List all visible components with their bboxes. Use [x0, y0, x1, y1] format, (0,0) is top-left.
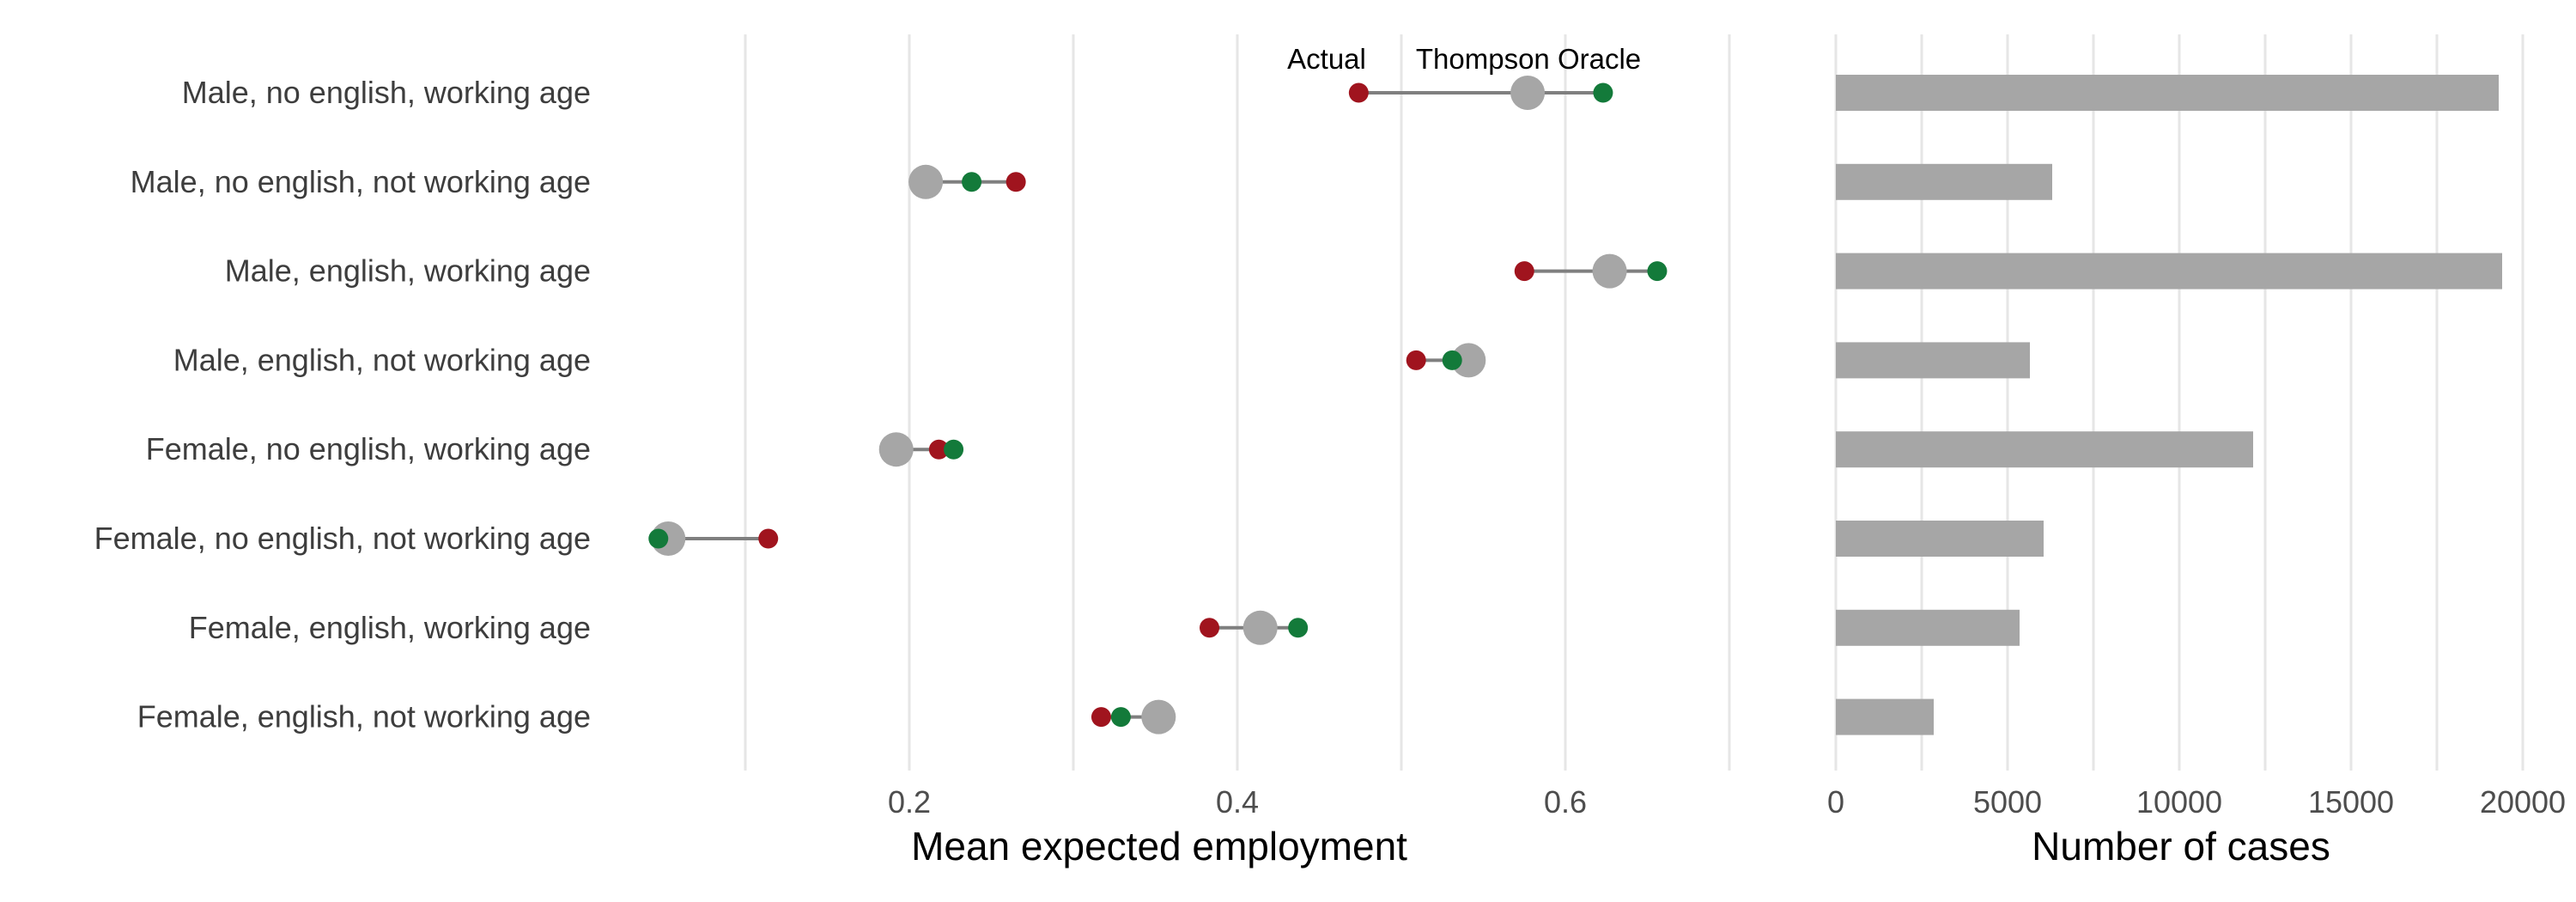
thompson-point	[1451, 343, 1486, 378]
category-label: Male, no english, working age	[182, 75, 591, 110]
bar-gridlines	[1834, 34, 2524, 771]
thompson-point	[878, 432, 914, 467]
dumbbell-panel: 0.2 0.4 0.6 Actual Thompson Oracle Mean ex…	[648, 34, 1731, 868]
category-label: Female, english, not working age	[137, 699, 591, 734]
category-label: Female, english, working age	[189, 610, 591, 645]
x-tick-label: 0	[1827, 784, 1844, 820]
oracle-point	[1110, 707, 1131, 728]
cases-bar	[1836, 698, 1934, 735]
bar-x-axis-title: Number of cases	[2032, 824, 2330, 868]
x-tick-label: 15000	[2308, 784, 2394, 820]
category-label: Male, english, working age	[225, 253, 591, 289]
thompson-point	[908, 164, 944, 199]
dumbbell-marks	[648, 76, 1668, 734]
bar-tick-labels: 0 5000 10000 15000 20000	[1827, 784, 2566, 820]
thompson-point	[1510, 76, 1546, 110]
oracle-point	[1442, 350, 1462, 370]
category-label: Male, no english, not working age	[131, 164, 591, 199]
thompson-point	[1592, 253, 1627, 289]
x-tick-label: 0.2	[888, 784, 931, 820]
bar-marks	[1836, 75, 2502, 735]
cases-bar	[1836, 342, 2030, 379]
cases-bar	[1836, 521, 2044, 557]
legend-thompson-oracle-label: Thompson Oracle	[1416, 43, 1641, 75]
oracle-point	[962, 172, 982, 192]
actual-point	[1005, 172, 1026, 192]
actual-point	[758, 528, 779, 549]
cases-bar	[1836, 609, 2020, 646]
cases-bar	[1836, 253, 2502, 289]
dumbbell-gridlines	[744, 34, 1731, 771]
oracle-point	[648, 528, 669, 549]
actual-point	[1348, 82, 1369, 103]
thompson-point	[1242, 610, 1278, 645]
x-tick-label: 10000	[2136, 784, 2222, 820]
cases-bar	[1836, 75, 2499, 111]
category-label: Male, english, not working age	[173, 342, 591, 377]
cases-bar-panel: 0 5000 10000 15000 20000 Number of cases	[1827, 34, 2566, 868]
category-labels: Male, no english, working age Male, no en…	[94, 75, 591, 734]
cases-bar	[1836, 431, 2253, 468]
dumbbell-x-axis-title: Mean expected employment	[911, 824, 1407, 868]
oracle-point	[1288, 618, 1309, 638]
oracle-point	[1593, 82, 1613, 103]
x-tick-label: 5000	[1973, 784, 2042, 820]
actual-point	[1514, 261, 1534, 282]
x-tick-label: 0.4	[1216, 784, 1259, 820]
cases-bar	[1836, 163, 2052, 200]
actual-point	[1091, 707, 1111, 728]
dumbbell-tick-labels: 0.2 0.4 0.6	[888, 784, 1587, 820]
category-label: Female, no english, working age	[146, 431, 591, 466]
legend-actual-label: Actual	[1287, 43, 1366, 75]
category-label: Female, no english, not working age	[94, 521, 591, 556]
oracle-point	[944, 439, 964, 460]
x-tick-label: 0.6	[1544, 784, 1587, 820]
actual-point	[928, 439, 949, 460]
oracle-point	[1647, 261, 1668, 282]
x-tick-label: 20000	[2480, 784, 2566, 820]
actual-point	[1406, 350, 1426, 370]
actual-point	[1200, 618, 1220, 638]
thompson-point	[1141, 699, 1176, 734]
